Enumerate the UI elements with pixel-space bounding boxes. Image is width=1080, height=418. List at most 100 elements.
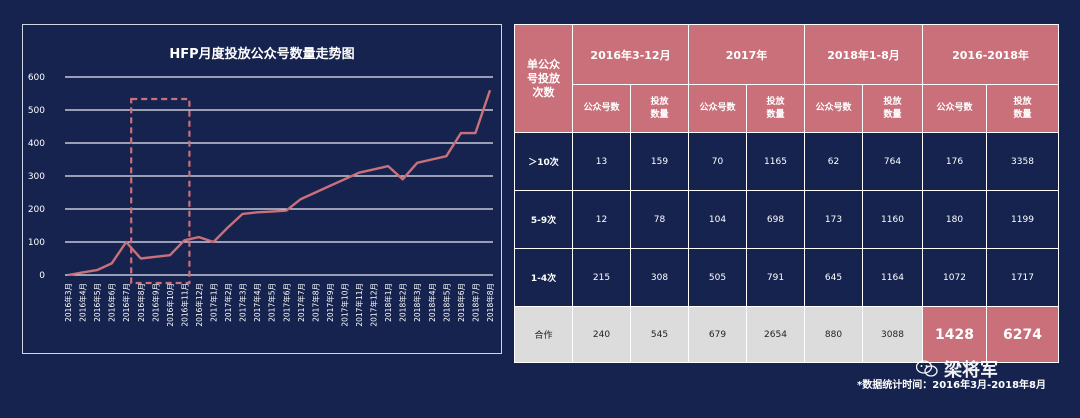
x-tick-label: 2018年5月 (441, 283, 451, 322)
chart-title: HFP月度投放公众号数量走势图 (169, 47, 355, 62)
stats-table-wrap: 单公众号投放次数 2016年3-12月 2017年 2018年1-8月 2016… (514, 24, 1060, 363)
table-cell: 505 (688, 248, 747, 307)
y-tick-label: 400 (28, 139, 45, 149)
table-cell: 62 (804, 132, 863, 191)
table-cell: 2654 (746, 306, 805, 363)
table-cell: 1199 (985, 190, 1060, 249)
table-cell: 308 (630, 248, 689, 307)
x-tick-label: 2017年3月 (238, 283, 248, 322)
x-tick-label: 2017年11月 (354, 283, 364, 327)
x-tick-label: 2016年5月 (92, 283, 102, 322)
footnote: *数据统计时间：2016年3月-2018年8月 (857, 380, 1046, 391)
x-tick-label: 2016年6月 (107, 283, 117, 322)
y-tick-label: 100 (28, 238, 45, 248)
x-tick-label: 2016年3月 (63, 283, 73, 322)
table-cell: 791 (746, 248, 805, 307)
table-cell: 679 (688, 306, 747, 363)
watermark: 梁将军 (916, 356, 998, 382)
highlight-box (130, 97, 191, 285)
table-cell: 3088 (862, 306, 923, 363)
table-cell: 6274 (985, 306, 1060, 363)
x-tick-label: 2016年11月 (179, 283, 189, 327)
table-cell: 13 (572, 132, 631, 191)
x-tick-label: 2018年2月 (398, 283, 408, 322)
x-tick-label: 2017年1月 (209, 283, 219, 322)
y-tick-label: 600 (28, 73, 45, 83)
table-cell: 104 (688, 190, 747, 249)
sub-header: 投放数量 (985, 84, 1060, 133)
wechat-icon (916, 360, 938, 377)
table-cell: 176 (922, 132, 987, 191)
group-header: 2016-2018年 (921, 24, 1060, 85)
row-label: 合作 (514, 306, 573, 363)
table-cell: 1428 (922, 306, 987, 363)
row-label: 1-4次 (514, 248, 573, 307)
group-header: 2017年 (688, 24, 805, 85)
x-tick-label: 2018年8月 (485, 283, 495, 322)
table-cell: 698 (746, 190, 805, 249)
x-tick-label: 2017年6月 (281, 283, 291, 322)
table-cell: 1160 (862, 190, 923, 249)
table-cell: 1072 (922, 248, 987, 307)
x-tick-label: 2016年7月 (121, 283, 131, 322)
table-cell: 645 (804, 248, 863, 307)
x-tick-label: 2016年9月 (150, 283, 160, 322)
group-header: 2018年1-8月 (804, 24, 923, 85)
x-tick-label: 2016年4月 (78, 283, 88, 322)
x-tick-label: 2016年12月 (194, 283, 204, 327)
sub-header: 公众号数 (572, 84, 631, 133)
table-cell: 173 (804, 190, 863, 249)
corner-header: 单公众号投放次数 (514, 24, 573, 133)
sub-header: 公众号数 (688, 84, 747, 133)
y-tick-label: 0 (39, 271, 45, 281)
x-tick-label: 2016年10月 (165, 283, 175, 327)
x-tick-label: 2017年12月 (369, 283, 379, 327)
sub-header: 公众号数 (804, 84, 863, 133)
series-line (67, 89, 492, 277)
y-tick-label: 200 (28, 205, 45, 215)
table-cell: 880 (804, 306, 863, 363)
sub-header: 公众号数 (922, 84, 987, 133)
table-cell: 180 (922, 190, 987, 249)
watermark-text: 梁将军 (944, 360, 998, 381)
y-tick-label: 500 (28, 106, 45, 116)
table-row: 1-4次 215 308 505 791 645 1164 1072 1717 (514, 248, 1060, 307)
x-tick-label: 2017年10月 (339, 283, 349, 327)
x-tick-label: 2018年6月 (456, 283, 466, 322)
table-cell: 12 (572, 190, 631, 249)
table-cell: 3358 (985, 132, 1060, 191)
x-tick-label: 2017年5月 (267, 283, 277, 322)
table-cell: 215 (572, 248, 631, 307)
group-header: 2016年3-12月 (572, 24, 689, 85)
table-cell: 1164 (862, 248, 923, 307)
x-tick-label: 2017年4月 (252, 283, 262, 322)
x-tick-label: 2017年7月 (296, 283, 306, 322)
y-tick-label: 300 (28, 172, 45, 182)
table-cell: 1165 (746, 132, 805, 191)
line-chart: 0 100 200 300 400 500 600 2016年3月 2016年4月 2016年5月… (28, 73, 495, 327)
table-cell: 764 (862, 132, 923, 191)
table-cell: 240 (572, 306, 631, 363)
chart-panel: HFP月度投放公众号数量走势图 0 100 200 300 400 500 600 2016年… (22, 24, 502, 354)
row-label: ＞10次 (514, 132, 573, 191)
table-row: ＞10次 13 159 70 1165 62 764 176 3358 (514, 132, 1060, 191)
table-cell: 1717 (985, 248, 1060, 307)
x-tick-label: 2017年8月 (310, 283, 320, 322)
table-row: 合作 240 545 679 2654 880 3088 1428 6274 (514, 306, 1060, 363)
table-cell: 545 (630, 306, 689, 363)
table-cell: 159 (630, 132, 689, 191)
row-label: 5-9次 (514, 190, 573, 249)
stats-table: 单公众号投放次数 2016年3-12月 2017年 2018年1-8月 2016… (514, 24, 1060, 363)
x-tick-label: 2018年3月 (412, 283, 422, 322)
x-tick-label: 2018年1月 (383, 283, 393, 322)
x-tick-label: 2017年9月 (325, 283, 335, 322)
x-tick-label: 2018年4月 (427, 283, 437, 322)
x-tick-label: 2016年8月 (136, 283, 146, 322)
table-row: 5-9次 12 78 104 698 173 1160 180 1199 (514, 190, 1060, 249)
sub-header: 投放数量 (862, 84, 923, 133)
sub-header: 投放数量 (630, 84, 689, 133)
x-tick-label: 2018年7月 (470, 283, 480, 322)
table-cell: 78 (630, 190, 689, 249)
sub-header: 投放数量 (746, 84, 805, 133)
x-tick-label: 2017年2月 (223, 283, 233, 322)
